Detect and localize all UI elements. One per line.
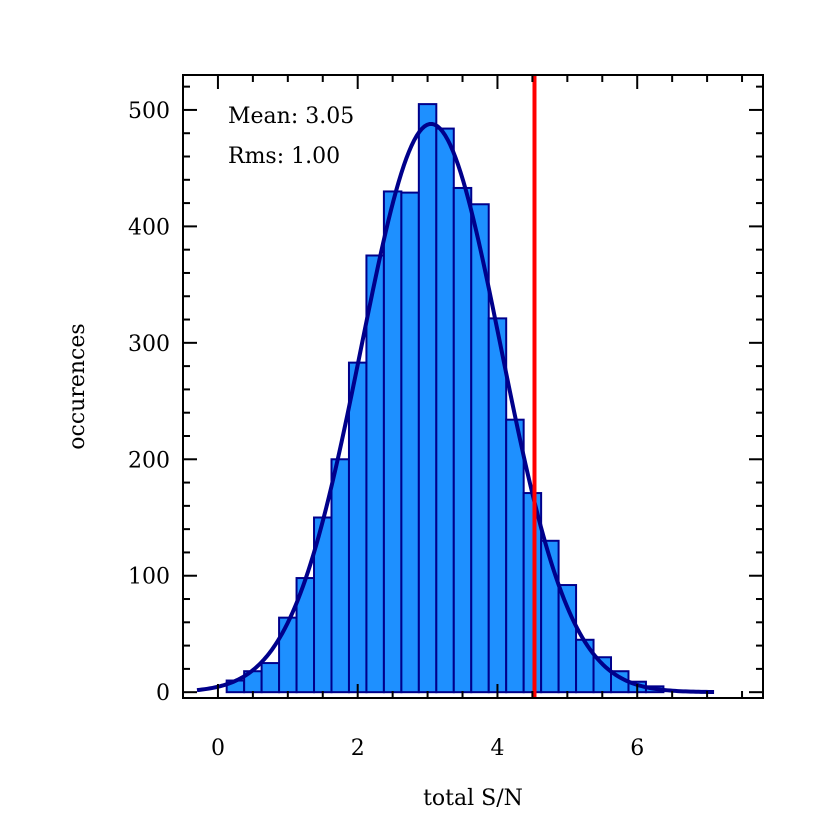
histogram-bar: [557, 584, 578, 694]
y-tick-label: 0: [156, 681, 170, 706]
y-tick-label: 100: [128, 565, 170, 590]
histogram-bar: [365, 254, 385, 694]
axis-ticks: [183, 75, 763, 698]
histogram-bar: [347, 361, 368, 694]
mean-annotation: Mean: 3.05: [228, 104, 354, 129]
histogram-bars: [225, 103, 665, 694]
gaussian-fit-curve: [196, 121, 715, 695]
histogram-bar: [487, 317, 508, 694]
x-tick-label: 6: [630, 736, 644, 761]
y-tick-label: 500: [128, 99, 170, 124]
histogram-bar: [417, 103, 438, 694]
histogram-bar: [260, 662, 281, 694]
y-tick-label: 400: [128, 215, 170, 240]
x-axis-title: total S/N: [423, 786, 523, 811]
histogram-bar: [382, 190, 403, 694]
histogram-bar: [400, 191, 420, 694]
x-tick-label: 0: [211, 736, 225, 761]
y-tick-labels: 0 100 200 300 400 500: [128, 99, 170, 706]
histogram-bar: [330, 458, 350, 694]
histogram-bar: [435, 127, 455, 694]
x-tick-label: 4: [490, 736, 504, 761]
y-axis-title: occurences: [65, 323, 90, 449]
rms-annotation: Rms: 1.00: [228, 144, 340, 169]
x-tick-label: 2: [351, 736, 365, 761]
y-tick-label: 200: [128, 448, 170, 473]
histogram-bar: [505, 418, 525, 694]
histogram-bar: [278, 616, 298, 694]
plot-frame: [182, 74, 764, 699]
x-tick-labels: 0 2 4 6: [211, 736, 644, 761]
y-tick-label: 300: [128, 332, 170, 357]
histogram-bar: [452, 186, 473, 694]
